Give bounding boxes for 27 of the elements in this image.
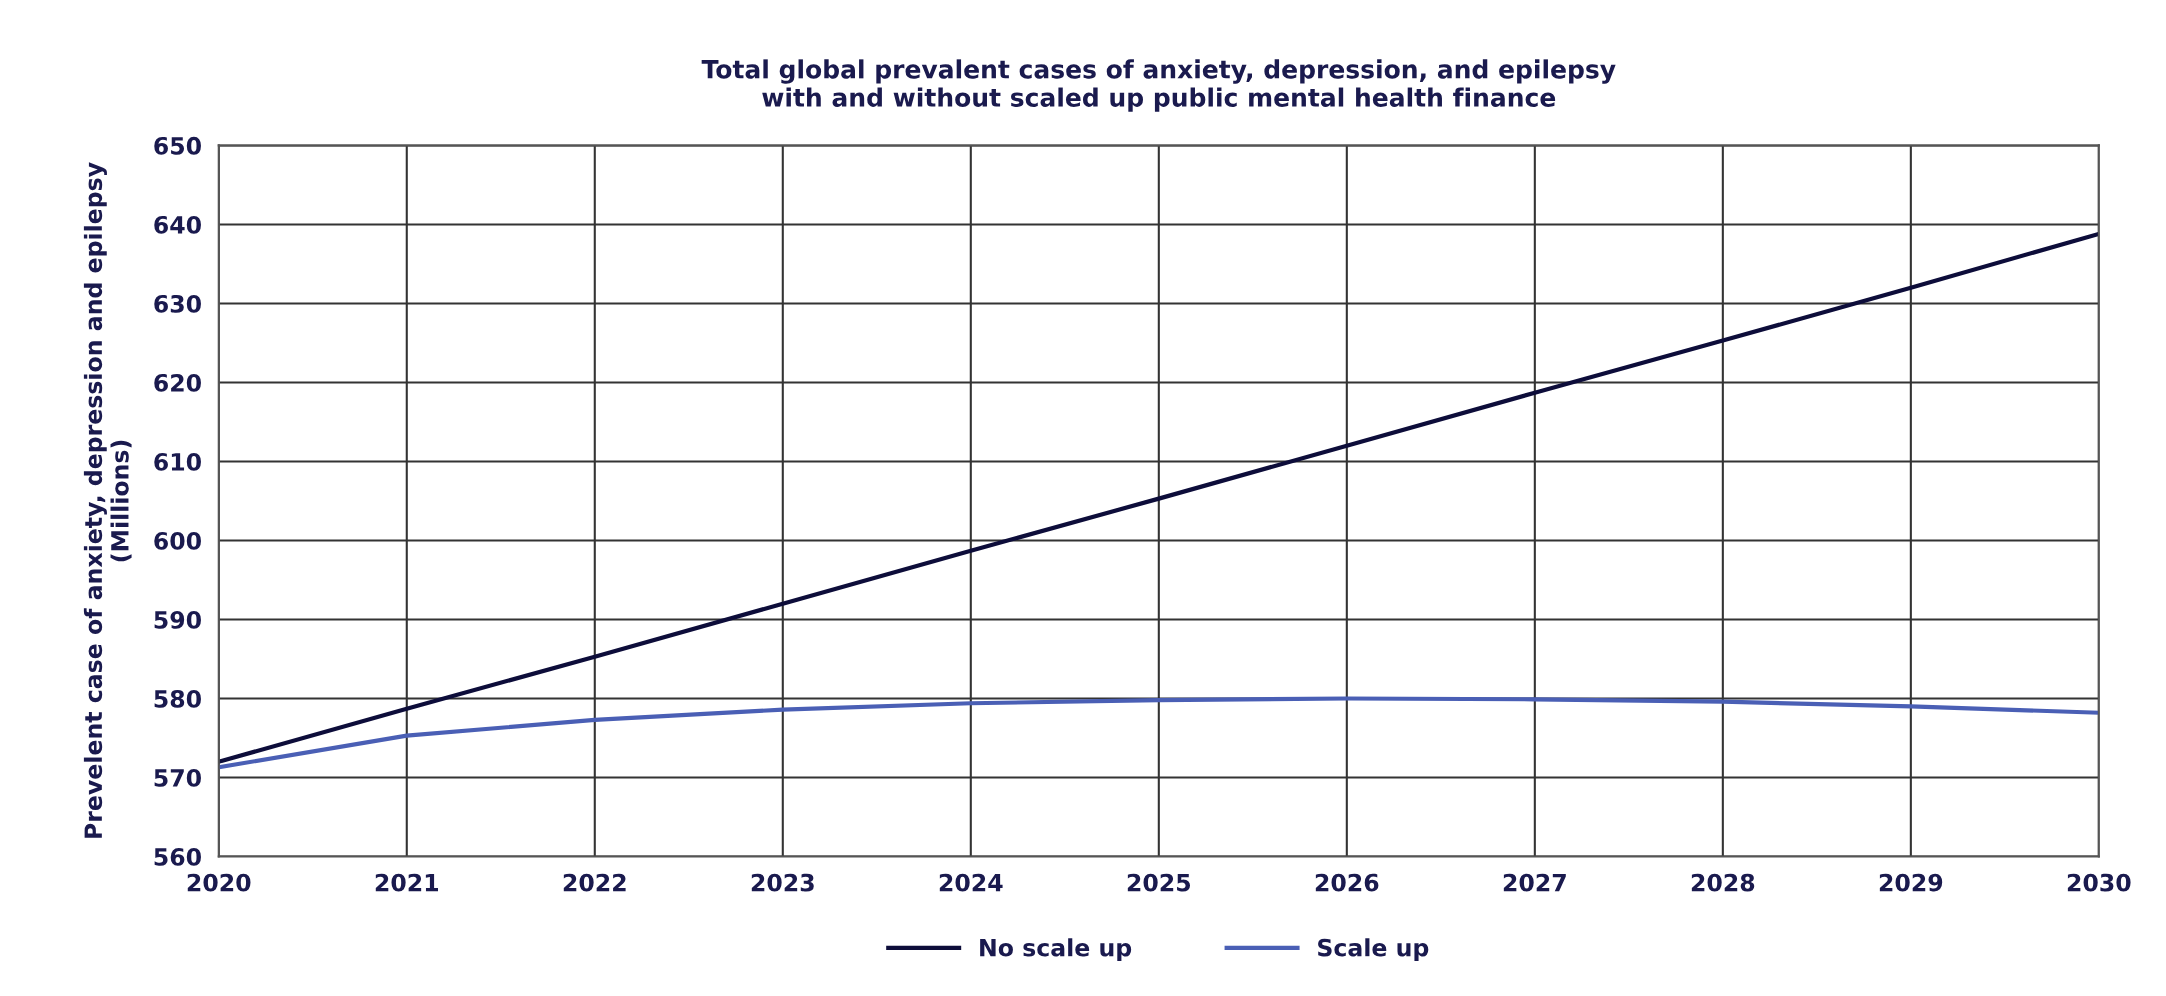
- y-tick-label: 620: [154, 373, 201, 392]
- y-tick-label: 640: [154, 215, 201, 234]
- legend-label: Scale up: [1318, 938, 1429, 962]
- x-tick-label: 2027: [1503, 873, 1566, 892]
- y-tick-label: 590: [154, 610, 201, 629]
- line-series: [218, 231, 2099, 764]
- x-tick-label: 2028: [1691, 873, 1755, 892]
- x-tick-label: 2026: [1315, 873, 1379, 892]
- y-tick-label: 650: [154, 136, 201, 155]
- x-tick-label: 2024: [939, 873, 1003, 892]
- y-tick-label: 600: [154, 531, 201, 550]
- x-tick-label: 2025: [1127, 873, 1191, 892]
- line-series: [218, 696, 2099, 770]
- y-tick-label: 630: [154, 294, 201, 313]
- legend-label: No scale up: [980, 938, 1132, 962]
- y-tick-label: 580: [154, 689, 201, 708]
- x-tick-label: 2021: [375, 873, 439, 892]
- x-tick-label: 2030: [2067, 873, 2131, 892]
- y-axis-title: Prevelent case of anxiety, depression and epilepsy (Millions): [83, 162, 132, 838]
- x-tick-label: 2023: [751, 873, 814, 892]
- x-tick-label: 2029: [1879, 873, 1943, 892]
- y-tick-label: 570: [154, 768, 201, 787]
- y-tick-label: 560: [154, 848, 201, 866]
- y-tick-label: 610: [154, 452, 201, 471]
- x-tick-label: 2022: [563, 873, 626, 892]
- x-tick-label: 2020: [187, 873, 251, 892]
- chart-title: Total global prevalent cases of anxiety, depression, and epilepsy with and without scaled up public mental health finance: [701, 59, 1616, 112]
